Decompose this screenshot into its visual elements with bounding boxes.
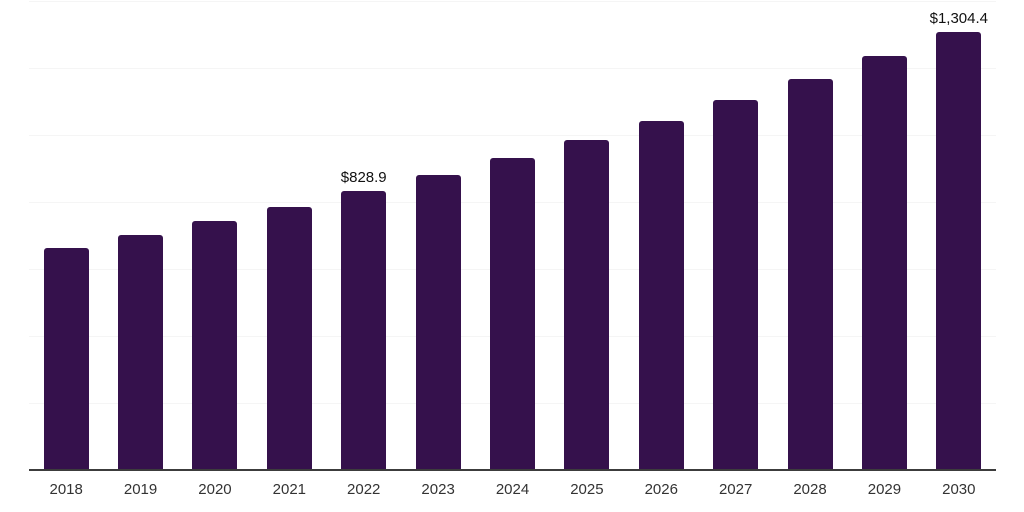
bar-2027 — [713, 100, 759, 469]
bar-value-label-2022: $828.9 — [340, 169, 387, 187]
x-tick-label-2022: 2022 — [347, 481, 381, 498]
bar-2026 — [638, 120, 684, 469]
x-tick-label-2025: 2025 — [570, 481, 604, 498]
bar-2025 — [564, 139, 610, 469]
plot-area: $828.9 $1,304.4 — [29, 1, 996, 471]
x-tick-label-2018: 2018 — [49, 481, 83, 498]
x-tick-label-2021: 2021 — [272, 481, 307, 498]
bar-2028 — [787, 78, 833, 469]
x-tick-label-2028: 2028 — [793, 481, 827, 498]
bar-2022 — [341, 191, 387, 469]
x-tick-label-2019: 2019 — [123, 481, 158, 498]
x-tick-label-2029: 2029 — [867, 481, 902, 498]
bar-2030 — [936, 32, 982, 469]
gridline — [29, 1, 996, 2]
bar-2023 — [415, 175, 461, 469]
x-tick-label-2020: 2020 — [198, 481, 232, 498]
bar-2020 — [192, 221, 238, 469]
bar-value-label-2030: $1,304.4 — [929, 10, 988, 28]
bar-2021 — [266, 206, 312, 469]
bar-2019 — [118, 234, 164, 469]
gridline — [29, 68, 996, 69]
x-axis-line — [29, 469, 996, 471]
bar-2024 — [490, 158, 535, 469]
x-tick-label-2027: 2027 — [718, 481, 753, 498]
x-tick-label-2023: 2023 — [421, 481, 455, 498]
gridline — [29, 135, 996, 136]
x-tick-label-2026: 2026 — [644, 481, 678, 498]
bar-2029 — [861, 56, 907, 469]
x-tick-label-2024: 2024 — [495, 481, 530, 498]
bar-2018 — [43, 247, 89, 469]
x-tick-label-2030: 2030 — [942, 481, 976, 498]
